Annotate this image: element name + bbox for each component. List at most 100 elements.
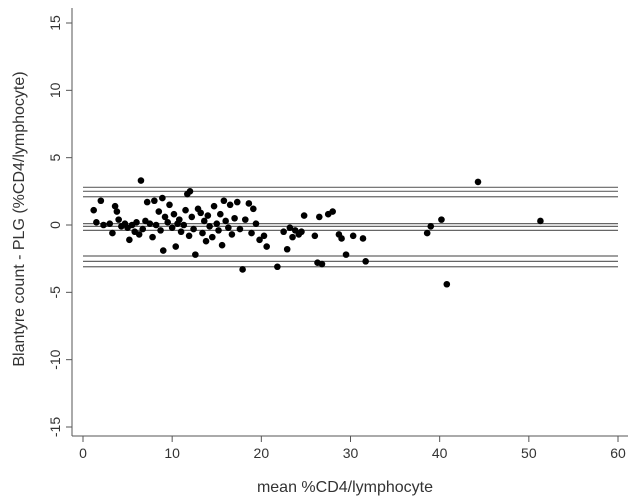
x-tick-label-40: 40 [432,445,448,461]
data-point-100 [443,280,451,288]
y-tick-label-5: 5 [47,154,63,162]
data-point-31 [166,201,173,209]
data-point-63 [228,231,236,238]
data-point-68 [241,216,249,223]
x-axis-title: mean %CD4/lymphocyte [257,479,433,496]
data-point-80 [289,233,296,241]
y-tick-label-0: 0 [47,221,63,229]
data-point-36 [176,216,183,223]
data-point-58 [218,241,226,249]
data-point-24 [152,221,160,229]
data-point-32 [168,224,176,231]
data-point-47 [197,209,204,217]
data-point-98 [427,223,435,230]
data-point-102 [537,217,544,225]
data-point-30 [164,219,172,226]
data-point-5 [109,229,116,237]
data-point-44 [190,225,197,233]
data-point-53 [208,233,216,241]
data-point-29 [161,213,169,221]
data-point-74 [260,232,268,240]
x-tick-label-60: 60 [610,445,626,461]
x-tick-label-0: 0 [79,445,87,461]
data-point-65 [233,198,241,206]
data-point-67 [239,266,246,273]
data-point-20 [143,198,151,206]
data-point-62 [226,201,234,209]
x-tick-label-30: 30 [343,445,359,461]
data-point-2 [97,197,105,205]
data-point-55 [213,220,221,227]
data-point-43 [188,213,196,221]
y-tick-label-10: 10 [47,82,63,98]
data-point-84 [300,212,308,219]
data-point-6 [111,202,119,210]
x-tick-label-50: 50 [521,445,537,461]
data-point-48 [199,229,206,237]
data-point-70 [248,229,255,237]
data-point-26 [157,227,164,234]
data-point-57 [217,210,224,218]
data-point-34 [172,243,180,250]
data-point-77 [280,228,287,236]
data-point-39 [182,206,189,214]
data-point-50 [202,237,210,245]
data-point-60 [222,217,229,225]
data-point-4 [106,220,114,227]
data-point-69 [245,200,253,207]
data-point-37 [177,228,185,236]
data-point-64 [231,214,238,222]
data-point-54 [210,202,218,210]
y-axis-title: Blantyre count - PLG (%CD4/lymphocyte) [11,71,28,366]
data-point-85 [311,232,319,240]
data-point-25 [155,208,163,215]
data-point-66 [236,225,244,233]
data-point-90 [329,208,336,215]
data-point-88 [318,260,326,268]
data-point-0 [90,206,97,214]
data-point-61 [225,224,232,231]
data-point-7 [113,208,121,215]
axes: 0 10 20 30 40 50 60 -15 -10 -5 0 5 10 15 [47,8,628,461]
data-point-52 [206,223,213,230]
data-point-23 [151,197,158,205]
data-point-18 [139,225,147,233]
data-point-59 [220,197,228,205]
data-point-22 [149,233,156,241]
y-tick-label--5: -5 [47,286,63,299]
y-tick-label--15: -15 [47,417,63,437]
data-point-38 [180,221,188,229]
data-point-79 [286,224,294,231]
data-point-16 [135,231,143,238]
data-point-8 [115,216,122,223]
data-point-45 [192,251,199,258]
data-point-28 [159,247,167,254]
data-point-92 [338,235,345,242]
data-point-95 [359,235,367,242]
x-tick-label-20: 20 [254,445,270,461]
data-point-96 [362,258,369,265]
data-point-3 [100,221,107,229]
y-tick-label-15: 15 [47,15,63,31]
data-point-97 [423,229,431,237]
data-point-49 [200,217,208,225]
data-point-12 [126,236,133,244]
y-tick-label--10: -10 [47,349,63,369]
data-points [90,177,544,288]
data-point-78 [283,245,291,253]
x-tick-label-10: 10 [164,445,180,461]
data-point-27 [159,194,166,202]
data-point-1 [93,219,100,226]
data-point-94 [349,232,357,240]
data-point-75 [263,243,270,250]
data-point-15 [133,219,140,226]
data-point-33 [170,210,178,218]
data-point-21 [146,220,154,227]
data-point-41 [185,232,193,240]
data-point-87 [315,213,323,221]
data-point-101 [474,178,482,186]
data-point-99 [438,216,445,223]
data-point-51 [204,212,212,219]
data-point-56 [215,227,222,234]
